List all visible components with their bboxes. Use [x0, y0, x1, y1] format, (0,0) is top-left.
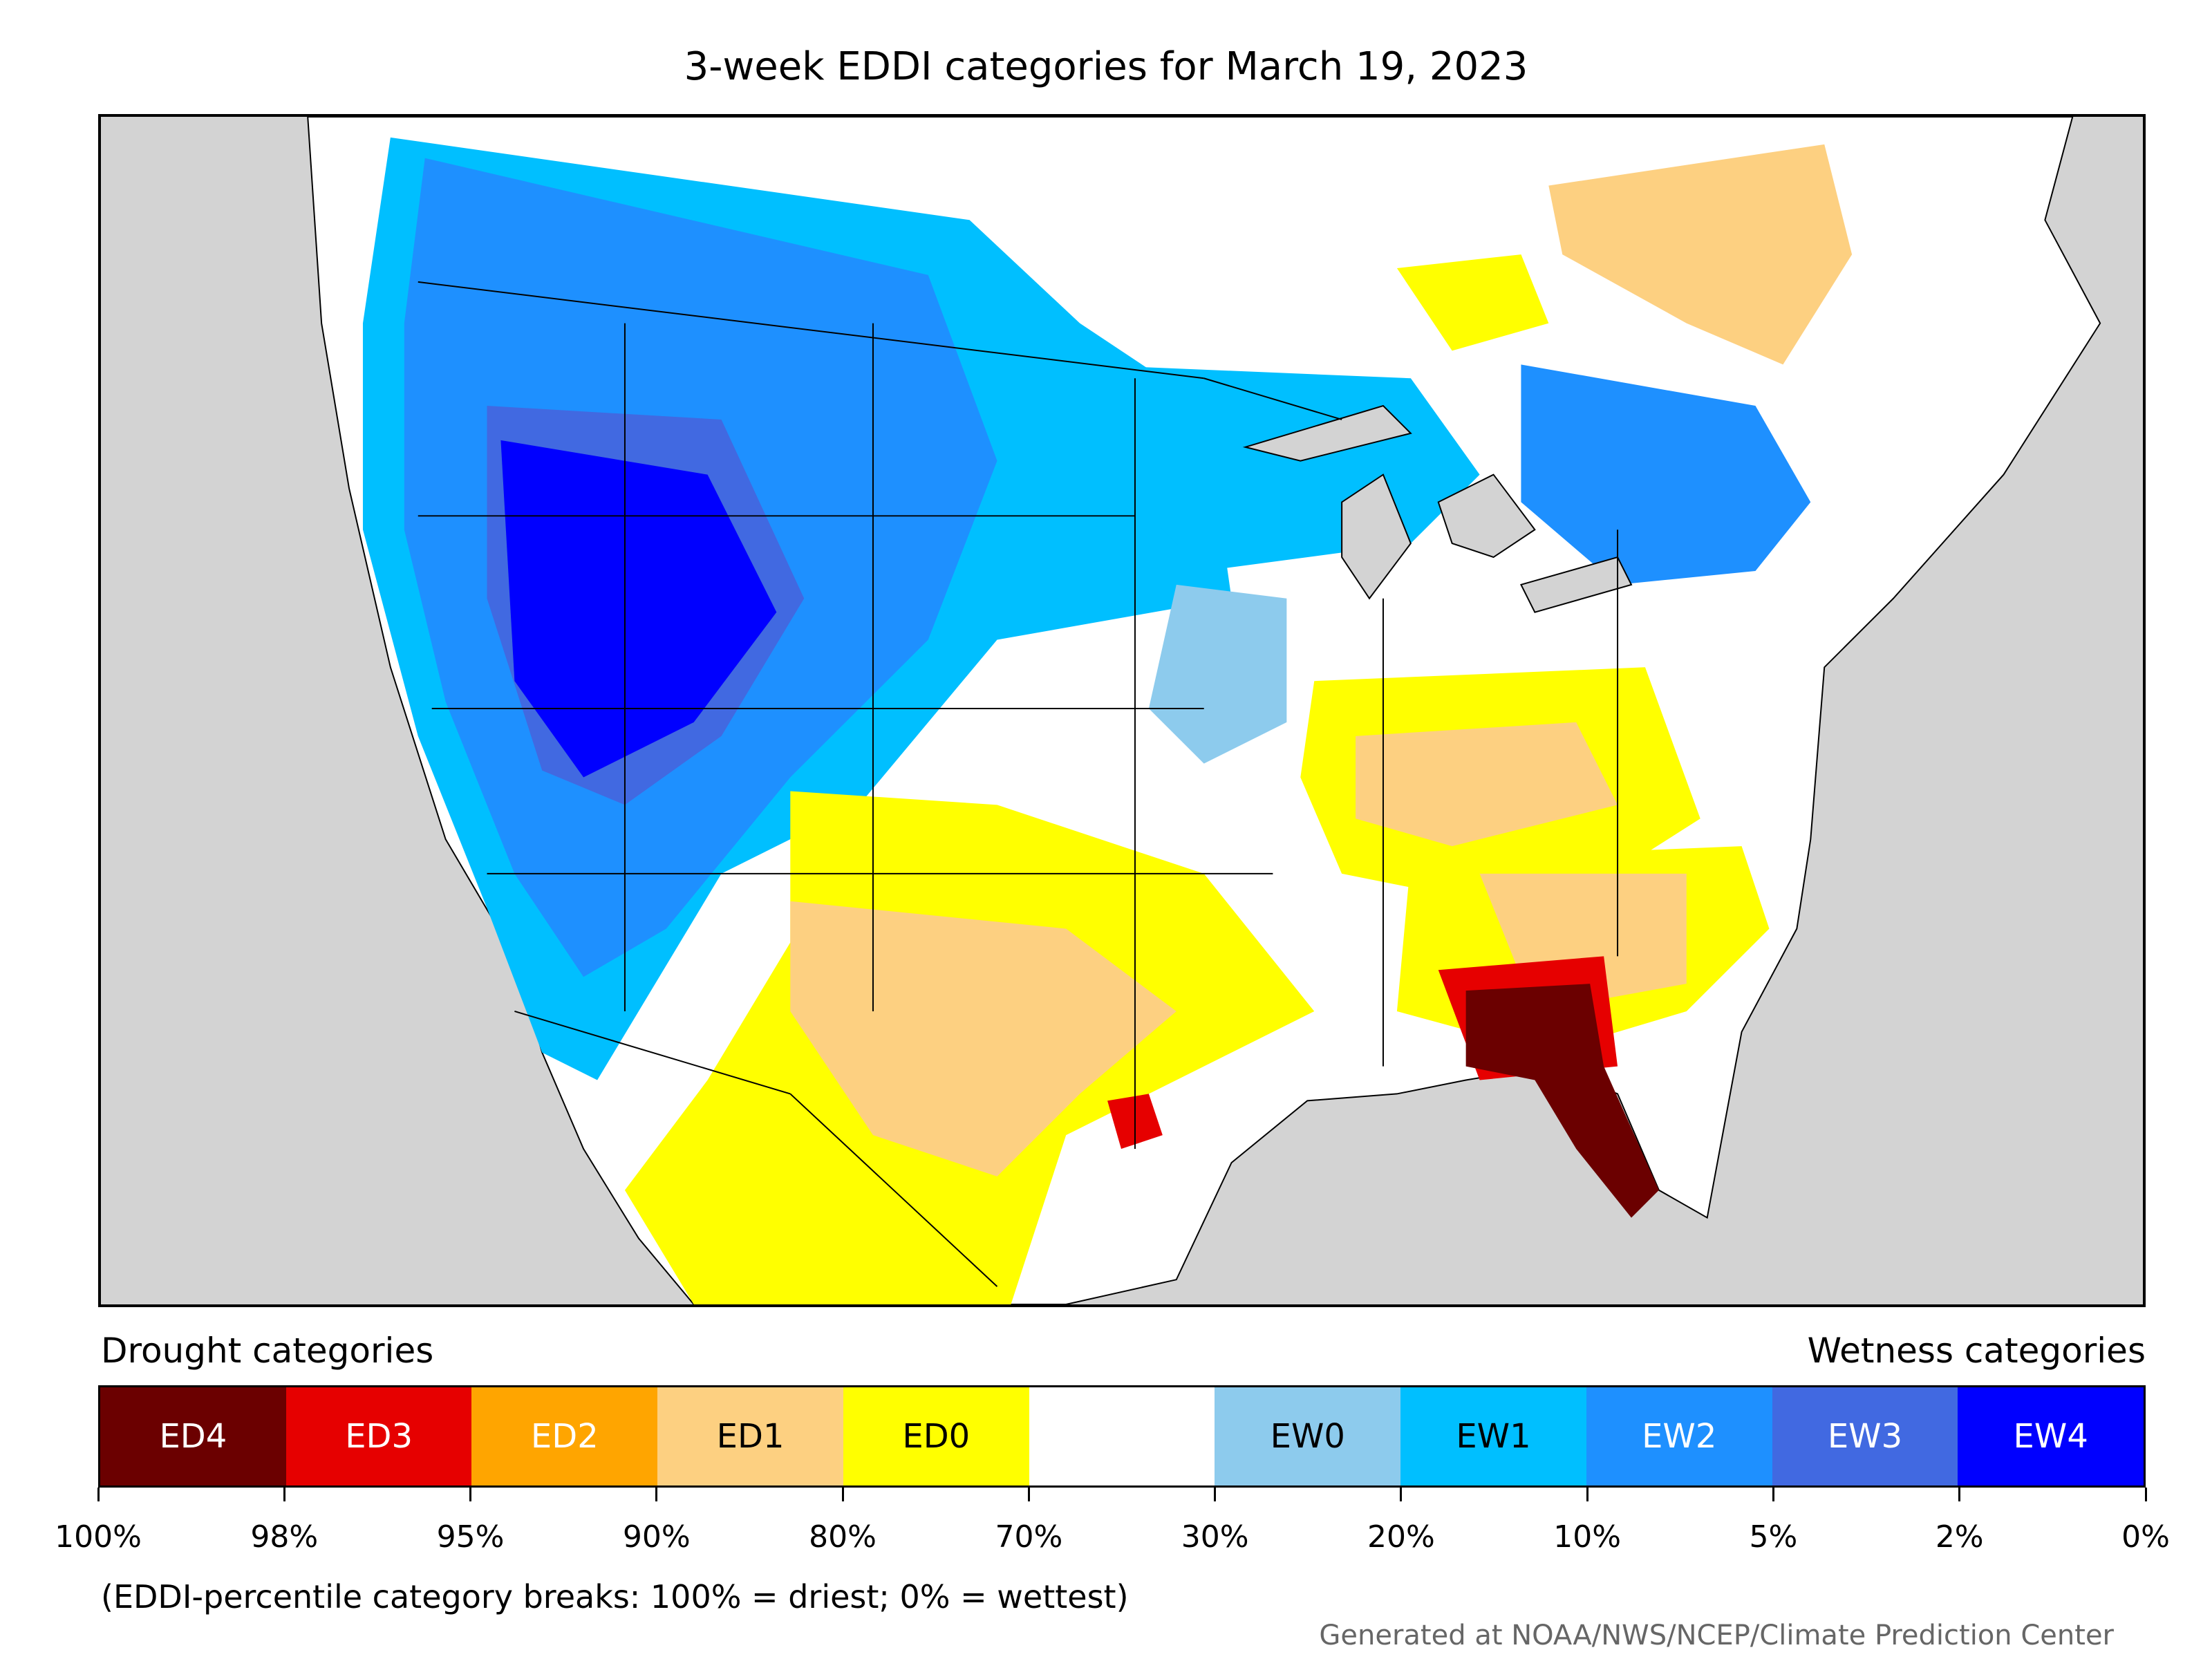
great-lakes: [1242, 404, 1633, 613]
wet-ew4-west: [500, 440, 777, 778]
legend-tick-label: 20%: [1367, 1519, 1435, 1555]
legend-tick-label: 70%: [995, 1519, 1063, 1555]
legend-swatch-normal: [1029, 1387, 1215, 1485]
legend-tick: [469, 1488, 472, 1501]
legend-tick-label: 98%: [250, 1519, 319, 1555]
legend-colorbar: ED4 ED3 ED2 ED1 ED0 EW0 EW1 EW2 EW3 EW4: [98, 1385, 2146, 1488]
legend-swatch-ew0: EW0: [1215, 1387, 1401, 1485]
legend-swatch-ed4: ED4: [100, 1387, 286, 1485]
dry-ed1-texas: [790, 901, 1177, 1177]
legend-tick-label: 95%: [436, 1519, 505, 1555]
legend-tick-label: 100%: [55, 1519, 142, 1555]
legend-tick: [2144, 1488, 2147, 1501]
legend-tick: [1214, 1488, 1217, 1501]
legend-tick: [841, 1488, 844, 1501]
legend-tick: [1958, 1488, 1961, 1501]
legend-tick: [1400, 1488, 1403, 1501]
map-title: 3-week EDDI categories for March 19, 202…: [684, 44, 1528, 89]
legend-tick: [1027, 1488, 1030, 1501]
legend-tick: [97, 1488, 100, 1501]
legend-swatch-ew3: EW3: [1772, 1387, 1958, 1485]
legend-tick-label: 5%: [1749, 1519, 1798, 1555]
legend-note: (EDDI-percentile category breaks: 100% =…: [101, 1578, 1129, 1615]
legend-tick-label: 10%: [1553, 1519, 1622, 1555]
legend-swatch-ew2: EW2: [1586, 1387, 1772, 1485]
legend-tick: [1772, 1488, 1774, 1501]
dry-ed0-ontario: [1396, 254, 1549, 351]
dry-ed1-ohio: [1356, 722, 1618, 847]
drought-categories-header: Drought categories: [101, 1331, 434, 1371]
legend-swatch-ed1: ED1: [657, 1387, 843, 1485]
legend-tick-label: 90%: [622, 1519, 691, 1555]
legend-tick-label: 80%: [809, 1519, 877, 1555]
legend-swatch-ed0: ED0: [843, 1387, 1029, 1485]
eddi-map: [98, 114, 2146, 1307]
legend-tick-label: 0%: [2121, 1519, 2170, 1555]
wet-ew0-plains: [1148, 584, 1287, 764]
map-canvas: [307, 117, 2101, 1304]
legend-tick: [283, 1488, 285, 1501]
legend-tick: [1586, 1488, 1588, 1501]
boundaries: [418, 281, 1619, 1287]
legend-tick-label: 30%: [1181, 1519, 1249, 1555]
legend-swatch-ew1: EW1: [1400, 1387, 1586, 1485]
legend-swatch-ed3: ED3: [285, 1387, 472, 1485]
legend-swatch-ew4: EW4: [1958, 1387, 2144, 1485]
dry-ed1-quebec: [1548, 144, 1853, 365]
credit-text: Generated at NOAA/NWS/NCEP/Climate Predi…: [1319, 1620, 2114, 1651]
wet-ew2-northeast: [1521, 364, 1811, 585]
dry-ed4-florida: [1465, 984, 1659, 1218]
legend-swatch-ed2: ED2: [471, 1387, 658, 1485]
wetness-categories-header: Wetness categories: [1807, 1331, 2146, 1371]
legend-tick-label: 2%: [1935, 1519, 1984, 1555]
legend-tick: [655, 1488, 658, 1501]
